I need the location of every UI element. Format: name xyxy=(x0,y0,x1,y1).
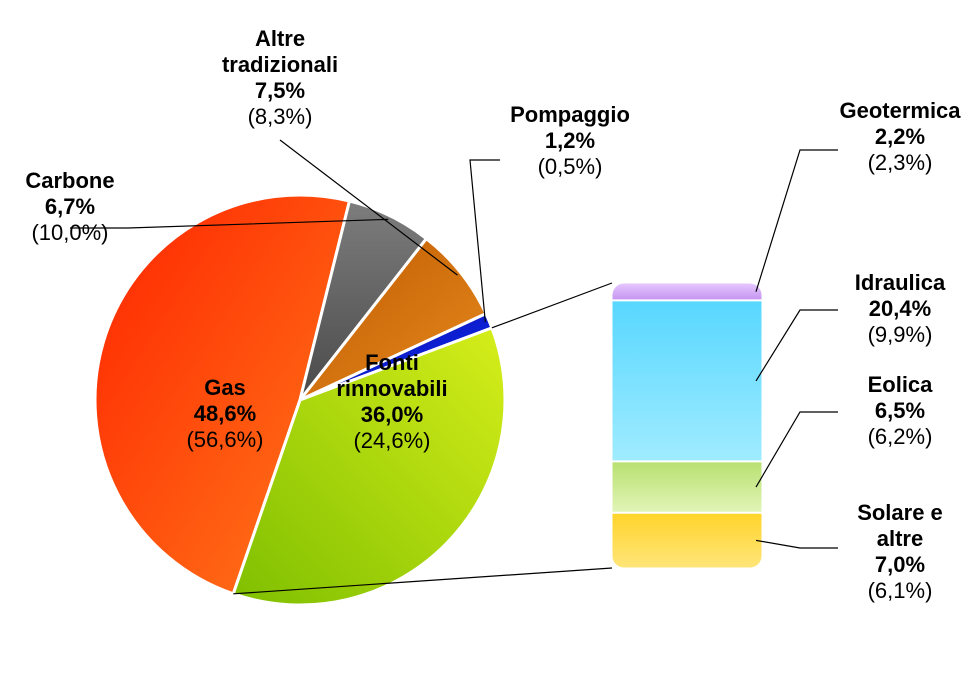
label-gas-name: Gas xyxy=(204,375,246,400)
label-altre-l1b: tradizionali xyxy=(222,52,338,77)
label-gas-value: 48,6% xyxy=(194,401,256,426)
label-pomp-prev: (0,5%) xyxy=(538,154,603,179)
label-solare-l1b: altre xyxy=(877,526,923,551)
leader-geotermica xyxy=(756,150,838,292)
label-eolica-l1: Eolica xyxy=(868,372,934,397)
label-eolica-prev: (6,2%) xyxy=(868,424,933,449)
label-solare-prev: (6,1%) xyxy=(868,578,933,603)
label-carbone-name: Carbone xyxy=(25,168,114,193)
label-rinnov-l1b: rinnovabili xyxy=(336,376,447,401)
label-rinnov-l1: Fonti xyxy=(365,350,419,375)
label-altre-value: 7,5% xyxy=(255,78,305,103)
breakout-connector-top xyxy=(492,283,612,328)
breakout-seg-geotermica xyxy=(612,283,762,300)
label-geotermica-l1: Geotermica xyxy=(839,98,961,123)
leader-eolica xyxy=(756,412,838,487)
label-geotermica-value: 2,2% xyxy=(875,124,925,149)
breakout-column xyxy=(612,283,762,568)
label-geotermica-prev: (2,3%) xyxy=(868,150,933,175)
label-idraulica-value: 20,4% xyxy=(869,296,931,321)
label-solare-value: 7,0% xyxy=(875,552,925,577)
label-idraulica-l1: Idraulica xyxy=(855,270,946,295)
energy-sources-chart: Gas48,6%(56,6%) Fontirinnovabili36,0%(24,… xyxy=(0,0,979,689)
label-altre-l1: Altre xyxy=(255,26,305,51)
breakout-seg-solare xyxy=(612,513,762,568)
label-idraulica-prev: (9,9%) xyxy=(868,322,933,347)
label-gas-prev: (56,6%) xyxy=(186,427,263,452)
leader-solare xyxy=(756,540,838,548)
label-altre-prev: (8,3%) xyxy=(248,104,313,129)
label-carbone-prev: (10,0%) xyxy=(31,220,108,245)
leader-idraulica xyxy=(756,310,838,381)
breakout-seg-idraulica xyxy=(612,300,762,461)
label-rinnov-prev: (24,6%) xyxy=(353,428,430,453)
label-carbone-value: 6,7% xyxy=(45,194,95,219)
label-pomp-value: 1,2% xyxy=(545,128,595,153)
label-solare-l1: Solare e xyxy=(857,500,943,525)
label-pomp-name: Pompaggio xyxy=(510,102,630,127)
breakout-seg-eolica xyxy=(612,461,762,512)
label-rinnov-value: 36,0% xyxy=(361,402,423,427)
label-eolica-value: 6,5% xyxy=(875,398,925,423)
